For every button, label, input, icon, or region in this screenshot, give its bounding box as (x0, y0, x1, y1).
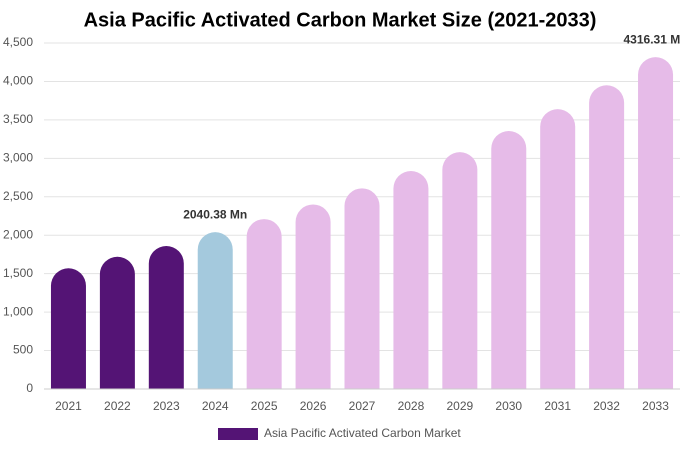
legend-swatch (218, 428, 258, 440)
x-tick-label: 2026 (300, 399, 327, 413)
bar (50, 268, 86, 389)
bar (197, 232, 233, 389)
bar (99, 256, 135, 389)
bar (589, 85, 625, 390)
data-label: 2040.38 Mn (183, 207, 247, 221)
bar (148, 245, 184, 389)
bar (393, 171, 429, 389)
legend-label: Asia Pacific Activated Carbon Market (264, 426, 461, 440)
bar (638, 57, 674, 390)
chart-title: Asia Pacific Activated Carbon Market Siz… (84, 9, 597, 31)
x-tick-label: 2028 (398, 399, 425, 413)
x-tick-label: 2024 (202, 399, 229, 413)
x-tick-label: 2021 (55, 399, 82, 413)
x-tick-label: 2030 (495, 399, 522, 413)
y-tick-label: 3,000 (3, 151, 33, 165)
bar (295, 204, 331, 389)
x-tick-label: 2032 (593, 399, 620, 413)
x-tick-label: 2027 (349, 399, 376, 413)
bar (540, 109, 576, 389)
bar (246, 219, 282, 389)
y-tick-label: 4,000 (3, 74, 33, 88)
x-tick-label: 2031 (544, 399, 571, 413)
y-tick-label: 3,500 (3, 112, 33, 126)
x-tick-label: 2033 (642, 399, 669, 413)
y-tick-label: 500 (13, 343, 33, 357)
bar (344, 188, 380, 389)
y-tick-label: 1,000 (3, 304, 33, 318)
bar (491, 131, 527, 389)
x-tick-label: 2029 (446, 399, 473, 413)
data-label: 4316.31 Mn (624, 32, 680, 46)
y-tick-label: 1,500 (3, 266, 33, 280)
y-tick-label: 2,500 (3, 189, 33, 203)
y-tick-label: 0 (26, 381, 33, 395)
y-tick-label: 4,500 (3, 35, 33, 49)
x-tick-label: 2023 (153, 399, 180, 413)
x-tick-label: 2022 (104, 399, 131, 413)
bar (442, 152, 478, 389)
x-tick-label: 2025 (251, 399, 278, 413)
y-tick-label: 2,000 (3, 227, 33, 241)
